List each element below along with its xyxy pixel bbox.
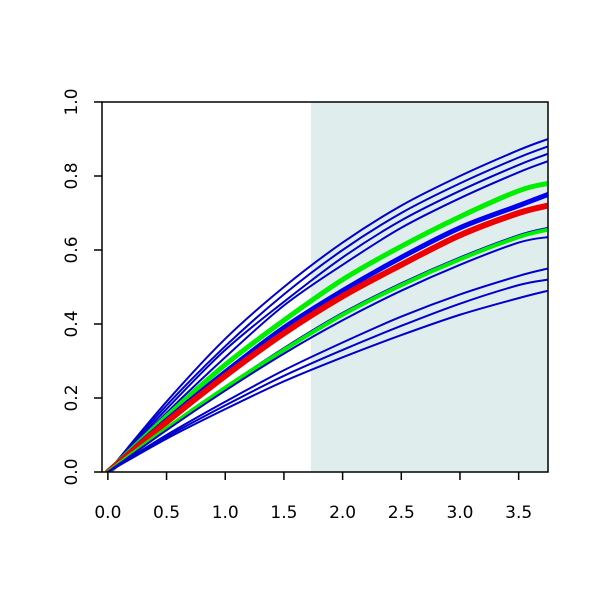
series-layer: [104, 138, 548, 472]
series-line-3: [106, 152, 548, 472]
x-tick-label: 3.5: [505, 503, 532, 523]
y-tick-label: 1.0: [62, 88, 82, 115]
series-line-11: [106, 267, 548, 472]
series-line-10: [106, 236, 548, 472]
y-tick-label: 0.2: [62, 384, 82, 411]
y-axis: 0.0 0.2 0.4 0.6 0.8 1.0: [62, 88, 102, 486]
series-line-2: [106, 145, 548, 472]
series-line-7: [104, 202, 548, 472]
x-tick-label: 2.0: [329, 503, 356, 523]
series-line-13: [106, 289, 548, 472]
series-line-4: [106, 160, 548, 472]
y-tick-label: 0.0: [62, 458, 82, 485]
x-tick-label: 1.5: [270, 503, 297, 523]
series-line-1: [106, 138, 548, 472]
series-line-12: [106, 278, 548, 472]
x-tick-label: 0.5: [153, 503, 180, 523]
x-axis: 0.0 0.5 1.0 1.5 2.0 2.5 3.0 3.5: [94, 472, 532, 523]
x-tick-label: 3.0: [446, 503, 473, 523]
x-tick-label: 2.5: [388, 503, 415, 523]
y-tick-label: 0.8: [62, 162, 82, 189]
y-tick-label: 0.6: [62, 236, 82, 263]
series-line-5: [105, 180, 548, 472]
x-tick-label: 0.0: [94, 503, 121, 523]
series-line-9: [105, 227, 548, 472]
y-tick-label: 0.4: [62, 310, 82, 337]
plot-frame: [101, 101, 549, 473]
x-tick-label: 1.0: [212, 503, 239, 523]
